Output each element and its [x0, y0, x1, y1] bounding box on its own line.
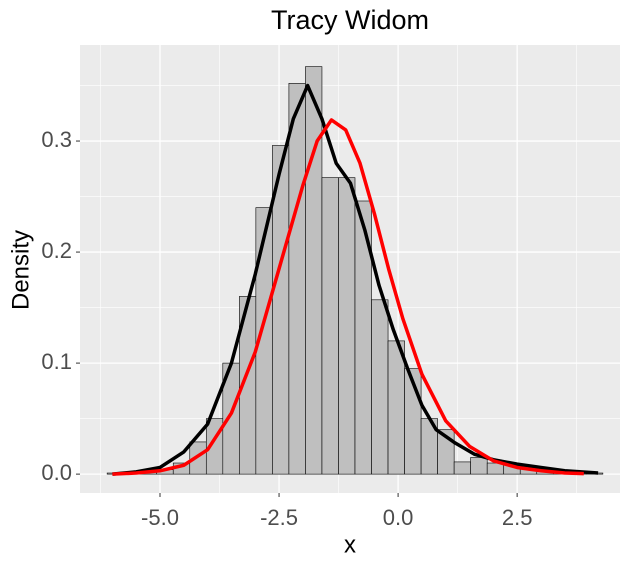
- histogram-bar: [288, 83, 306, 475]
- histogram-bar: [453, 461, 471, 475]
- y-tick-label: 0.3: [41, 127, 72, 152]
- chart-title: Tracy Widom: [271, 5, 429, 35]
- y-axis-label: Density: [7, 230, 34, 310]
- x-tick-label: 2.5: [502, 505, 533, 530]
- x-axis-label: x: [344, 531, 356, 558]
- x-tick-label: 0.0: [383, 505, 414, 530]
- histogram-bar: [338, 177, 356, 475]
- y-tick-label: 0.0: [41, 460, 72, 485]
- y-tick-label: 0.2: [41, 238, 72, 263]
- histogram-bar: [321, 177, 339, 475]
- x-tick-label: -5.0: [141, 505, 179, 530]
- histogram-bar: [305, 66, 323, 475]
- density-line: [112, 118, 584, 476]
- histogram-bar: [387, 340, 405, 475]
- x-tick-label: -2.5: [260, 505, 298, 530]
- histogram-bar: [470, 457, 488, 475]
- y-tick-label: 0.1: [41, 349, 72, 374]
- histogram-bar: [371, 299, 389, 475]
